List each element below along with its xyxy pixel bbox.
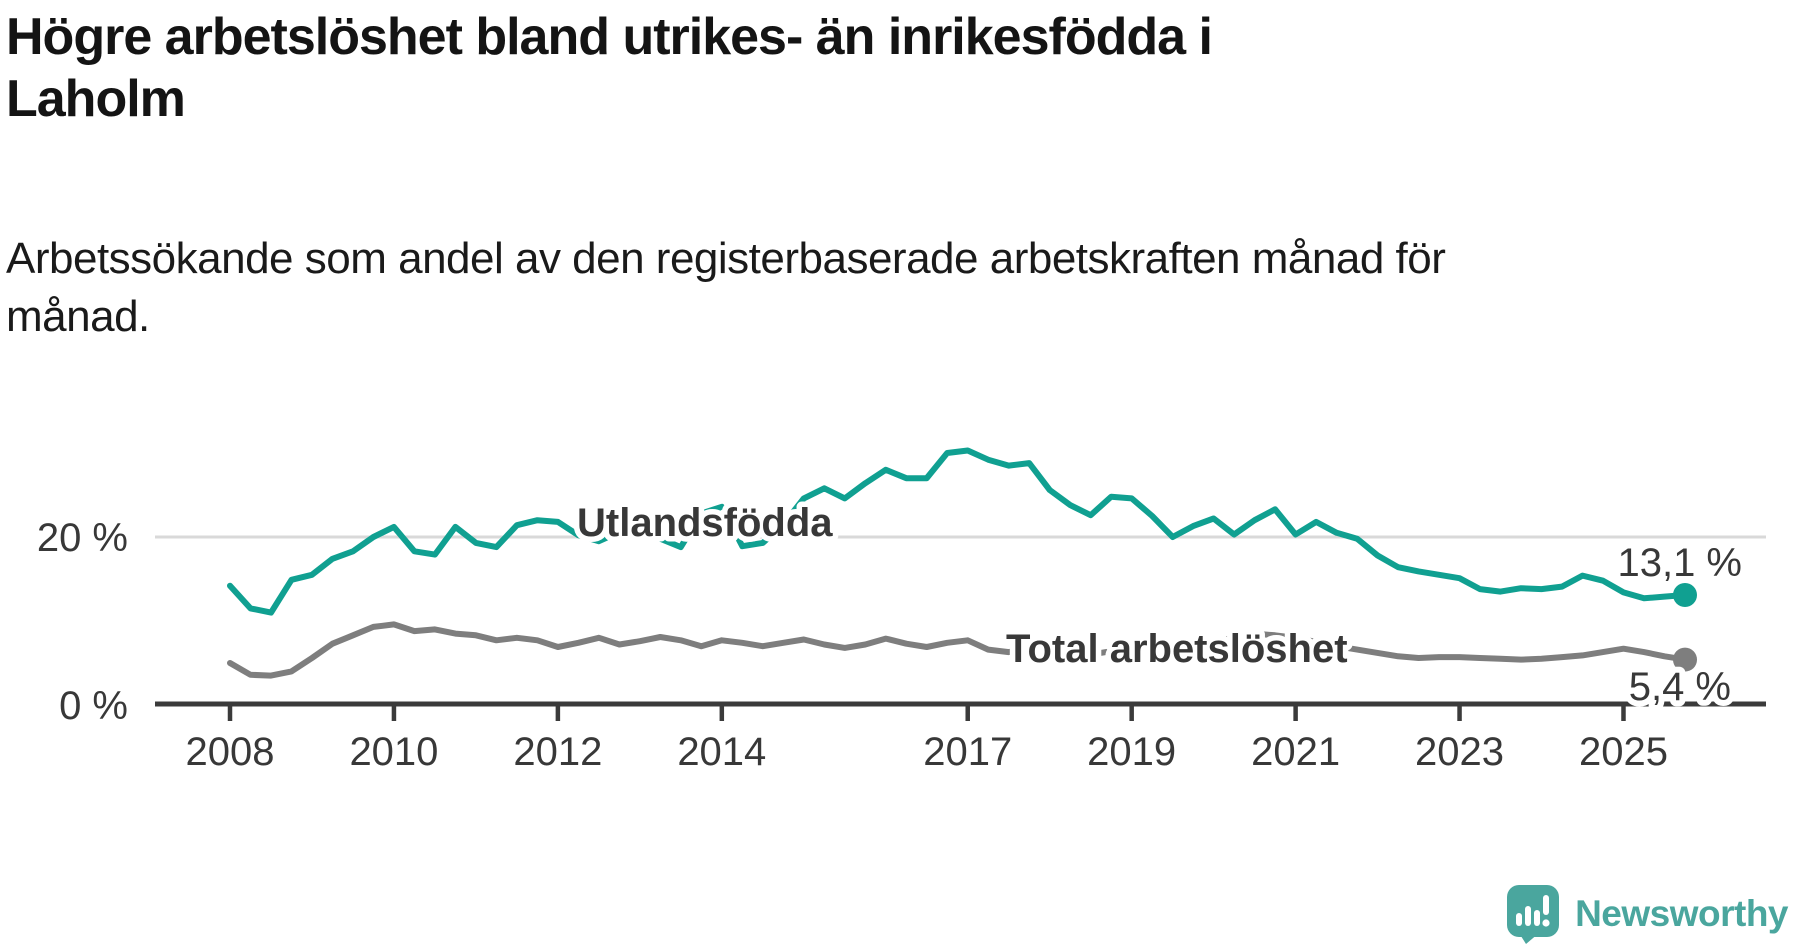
logo-bubble: [1507, 885, 1560, 937]
utlandsfodda-end-value-label: 13,1 %: [1617, 541, 1742, 585]
logo-bubble-tail: [1519, 933, 1540, 944]
x-tick-label: 2019: [1087, 730, 1176, 774]
total-arbetsloshet-line: [227, 621, 1688, 679]
y-tick-label-20: 20 %: [37, 516, 128, 560]
x-tick-label: 2014: [677, 730, 766, 774]
y-tick-label-0: 0 %: [59, 684, 128, 728]
x-tick-label: 2023: [1415, 730, 1504, 774]
logo-exclamation-bar: [1543, 895, 1550, 915]
newsworthy-logo[interactable]: Newsworthy: [1505, 882, 1788, 946]
logo-bar-1: [1516, 913, 1523, 926]
series-label-utlandsfodda: Utlandsfödda: [577, 501, 833, 545]
x-axis-ticks: [227, 704, 1626, 721]
line-chart-plot-area: 20 % 0 % 2008 2010 2012 2014 2017 2019 2021 202…: [37, 447, 1766, 774]
x-tick-label: 2021: [1251, 730, 1340, 774]
chart-subtitle: Arbetssökande som andel av den registerb…: [6, 230, 1766, 346]
logo-bar-3: [1534, 910, 1541, 926]
chart-title: Högre arbetslöshet bland utrikes- än inr…: [6, 6, 1746, 130]
chart-title-line2: Laholm: [6, 70, 186, 128]
newsworthy-logo-text: Newsworthy: [1575, 893, 1788, 934]
chart-subtitle-line1: Arbetssökande som andel av den registerb…: [6, 234, 1446, 283]
chart-title-line1: Högre arbetslöshet bland utrikes- än inr…: [6, 8, 1213, 66]
x-tick-label: 2010: [349, 730, 438, 774]
x-axis-tick-labels: 2008 2010 2012 2014 2017 2019 2021 2023 2025: [186, 730, 1668, 774]
logo-bar-2: [1525, 906, 1532, 926]
x-tick-label: 2008: [186, 730, 275, 774]
utlandsfodda-line: [227, 447, 1688, 616]
x-tick-label: 2017: [923, 730, 1012, 774]
utlandsfodda-end-dot: [1673, 583, 1697, 607]
x-tick-label: 2012: [513, 730, 602, 774]
newsworthy-logo-icon: [1507, 885, 1560, 944]
total-end-dot: [1673, 647, 1697, 672]
x-tick-label: 2025: [1579, 730, 1668, 774]
series-label-total-arbetsloshet: Total arbetslöshet: [1006, 627, 1348, 671]
logo-exclamation-dot: [1542, 919, 1550, 927]
chart-subtitle-line2: månad.: [6, 292, 150, 341]
total-end-value-label: 5,4 %: [1629, 665, 1731, 709]
